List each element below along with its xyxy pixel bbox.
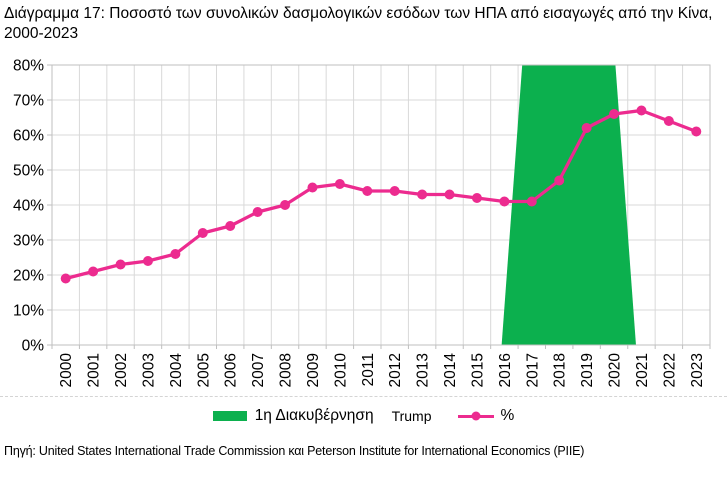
data-point [142, 256, 153, 266]
y-axis-label: 0% [22, 338, 45, 355]
data-point [170, 249, 181, 259]
data-point [526, 196, 537, 207]
x-axis-label: 2004 [168, 353, 185, 388]
x-axis-label: 2006 [223, 353, 240, 387]
data-point [88, 266, 99, 277]
data-point [225, 221, 236, 231]
chart-legend: 1η Διακυβέρνηση Trump % [0, 403, 727, 429]
x-axis-label: 2008 [278, 353, 295, 387]
x-axis-label: 2012 [387, 353, 404, 387]
data-point [691, 126, 702, 137]
data-point [471, 193, 482, 203]
x-axis-label: 2020 [607, 353, 624, 388]
x-axis-label: 2010 [332, 353, 349, 388]
data-point [581, 123, 592, 133]
data-point [636, 105, 647, 116]
legend-line-label: % [500, 407, 515, 424]
data-point [307, 182, 318, 193]
y-axis-label: 30% [13, 233, 44, 250]
data-point [389, 186, 400, 196]
source-text: Πηγή: United States International Trade … [4, 444, 585, 458]
data-point [280, 200, 291, 210]
x-axis-label: 2018 [552, 353, 569, 387]
x-axis-label: 2000 [58, 353, 75, 388]
x-axis-label: 2007 [250, 353, 267, 387]
x-axis-label: 2009 [305, 353, 322, 387]
data-point [334, 179, 345, 189]
data-point [417, 189, 428, 200]
x-axis-label: 2023 [689, 353, 706, 387]
legend-line-dot-icon [471, 411, 481, 421]
data-point [444, 189, 455, 200]
x-axis-label: 2014 [442, 353, 459, 388]
data-point [115, 259, 126, 270]
data-point [362, 186, 373, 196]
x-axis-label: 2017 [524, 353, 541, 387]
x-axis-label: 2003 [140, 353, 157, 387]
y-axis-label: 50% [13, 163, 44, 180]
x-axis-label: 2001 [86, 353, 103, 387]
data-point [609, 109, 620, 119]
y-axis-label: 40% [13, 198, 44, 215]
x-axis-label: 2021 [634, 353, 651, 387]
y-axis-label: 10% [13, 303, 44, 320]
data-point [554, 175, 565, 186]
data-point [663, 116, 674, 126]
data-point [197, 228, 208, 238]
legend-band-label-latin: Trump [391, 408, 432, 424]
y-axis-label: 20% [13, 268, 44, 285]
legend-band-swatch [212, 411, 247, 421]
chart-title: Διάγραμμα 17: Ποσοστό των συνολικών δασμ… [4, 5, 713, 42]
x-axis-label: 2015 [469, 353, 486, 387]
x-axis-label: 2005 [195, 353, 212, 387]
x-axis-label: 2002 [113, 353, 130, 387]
legend-line-marker-icon [457, 411, 494, 421]
trump-term-band [501, 65, 636, 345]
data-point [252, 207, 263, 217]
data-point [499, 196, 510, 207]
legend-band-label: 1η Διακυβέρνηση [254, 407, 374, 424]
y-axis-label: 70% [13, 93, 44, 110]
divider-line [0, 396, 727, 397]
data-point [60, 273, 71, 284]
y-axis-label: 80% [13, 58, 44, 75]
x-axis-label: 2011 [360, 353, 377, 386]
x-axis-label: 2016 [497, 353, 514, 387]
x-axis-label: 2022 [661, 353, 678, 387]
line-chart: 0% 10% 20% 30% 40% 50% 60% 70% 80% 2000 2001 2002 20… [13, 58, 711, 388]
x-axis-label: 2019 [579, 353, 596, 387]
y-axis-label: 60% [13, 128, 44, 145]
x-axis-label: 2013 [415, 353, 432, 387]
